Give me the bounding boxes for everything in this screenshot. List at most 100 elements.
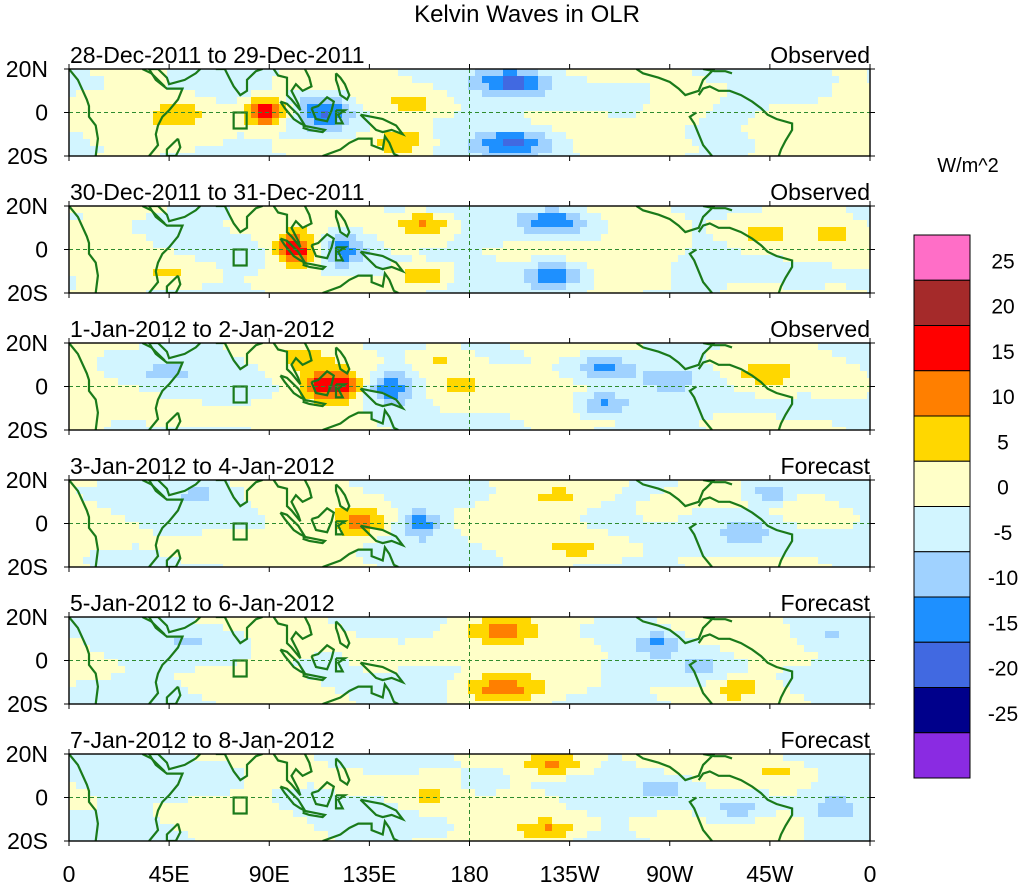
- field-cell: [300, 290, 308, 293]
- field-cell: [510, 290, 518, 293]
- field-cell: [83, 104, 91, 112]
- field-cell: [300, 76, 308, 84]
- field-cell: [524, 420, 532, 428]
- field-cell: [419, 234, 427, 242]
- field-cell: [559, 392, 567, 400]
- field-cell: [846, 262, 854, 270]
- field-cell: [608, 255, 616, 263]
- field-cell: [447, 350, 455, 358]
- field-cell: [433, 494, 441, 502]
- field-cell: [853, 111, 861, 119]
- field-cell: [440, 111, 448, 119]
- field-cell: [370, 427, 378, 430]
- field-cell: [258, 290, 266, 293]
- field-cell: [482, 139, 490, 147]
- coastline: [149, 206, 202, 223]
- field-cell: [671, 227, 679, 235]
- field-cell: [608, 111, 616, 119]
- field-cell: [342, 350, 350, 358]
- field-cell: [713, 385, 721, 393]
- field-cell: [657, 125, 665, 133]
- field-cell: [286, 290, 294, 293]
- field-cell: [783, 480, 791, 488]
- field-cell: [209, 364, 217, 372]
- field-cell: [363, 371, 371, 379]
- field-cell: [307, 262, 315, 270]
- field-cell: [447, 487, 455, 495]
- field-cell: [517, 427, 525, 430]
- field-cell: [293, 427, 301, 430]
- field-cell: [580, 269, 588, 277]
- field-cell: [573, 276, 581, 284]
- field-cell: [531, 111, 539, 119]
- field-cell: [685, 69, 693, 77]
- field-cell: [307, 69, 315, 77]
- field-cell: [83, 399, 91, 407]
- field-cell: [69, 385, 77, 393]
- field-cell: [783, 146, 791, 154]
- field-cell: [307, 406, 315, 414]
- field-cell: [216, 413, 224, 421]
- field-cell: [825, 378, 833, 386]
- field-cell: [503, 234, 511, 242]
- field-cell: [461, 406, 469, 414]
- field-cell: [706, 213, 714, 221]
- field-cell: [594, 427, 602, 430]
- field-cell: [741, 406, 749, 414]
- field-cell: [398, 139, 406, 147]
- field-cell: [860, 350, 868, 358]
- field-cell: [125, 104, 133, 112]
- field-cell: [97, 290, 105, 293]
- field-cell: [769, 269, 777, 277]
- field-cell: [818, 262, 826, 270]
- field-cell: [321, 69, 329, 77]
- field-cell: [545, 480, 553, 488]
- field-cell: [132, 269, 140, 277]
- field-cell: [678, 480, 686, 488]
- field-cell: [853, 83, 861, 91]
- field-cell: [356, 234, 364, 242]
- field-cell: [370, 153, 378, 156]
- field-cell: [482, 269, 490, 277]
- field-cell: [167, 399, 175, 407]
- field-cell: [636, 125, 644, 133]
- field-cell: [538, 487, 546, 495]
- field-cell: [461, 480, 469, 488]
- field-cell: [818, 290, 826, 293]
- field-cell: [328, 399, 336, 407]
- field-cell: [727, 364, 735, 372]
- y-tick-label: 20S: [7, 143, 48, 169]
- field-cell: [559, 132, 567, 140]
- field-cell: [118, 146, 126, 154]
- field-cell: [209, 227, 217, 235]
- field-cell: [853, 241, 861, 249]
- field-cell: [356, 104, 364, 112]
- field-cell: [279, 234, 287, 242]
- field-cell: [447, 357, 455, 365]
- field-cell: [195, 262, 203, 270]
- field-cell: [377, 385, 385, 393]
- field-cell: [440, 206, 448, 214]
- field-cell: [685, 290, 693, 293]
- field-cell: [300, 283, 308, 291]
- field-cell: [272, 139, 280, 147]
- field-cell: [167, 153, 175, 156]
- field-cell: [839, 227, 847, 235]
- field-cell: [237, 357, 245, 365]
- field-cell: [846, 392, 854, 400]
- field-cell: [531, 276, 539, 284]
- field-cell: [678, 371, 686, 379]
- field-cell: [216, 399, 224, 407]
- field-cell: [314, 290, 322, 293]
- field-cell: [342, 276, 350, 284]
- field-cell: [489, 146, 497, 154]
- field-cell: [559, 90, 567, 98]
- field-cell: [699, 378, 707, 386]
- field-cell: [573, 378, 581, 386]
- field-cell: [489, 69, 497, 77]
- field-cell: [615, 255, 623, 263]
- field-cell: [727, 139, 735, 147]
- field-cell: [426, 132, 434, 140]
- field-cell: [804, 111, 812, 119]
